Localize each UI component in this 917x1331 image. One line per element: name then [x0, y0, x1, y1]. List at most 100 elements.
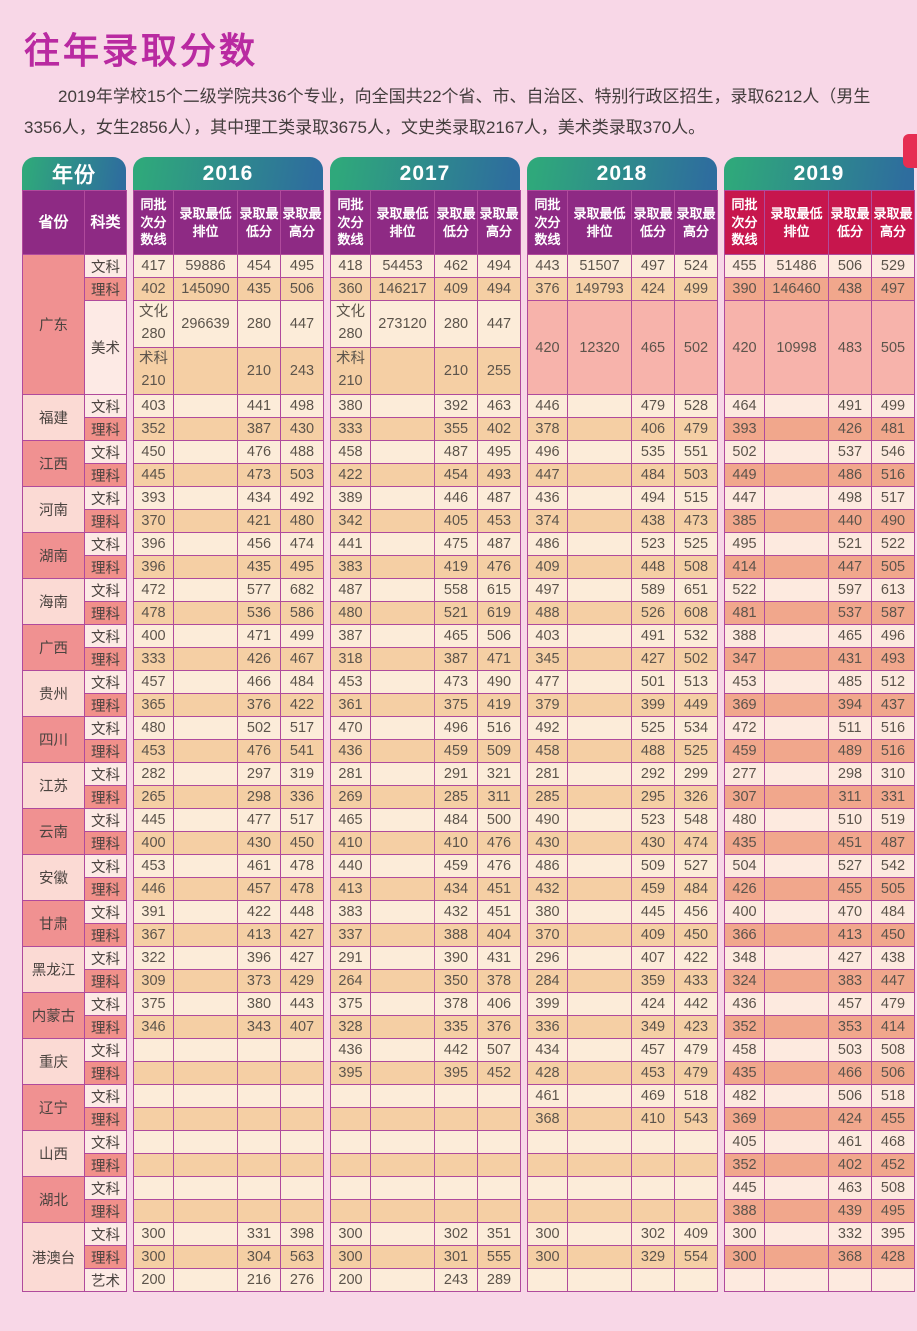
score-cell: 395: [434, 1061, 478, 1086]
score-cell: [173, 417, 238, 442]
score-cell: [477, 1176, 521, 1201]
score-cell: 496: [527, 440, 568, 465]
score-cell: 513: [674, 670, 718, 695]
score-cell: 500: [477, 808, 521, 833]
score-cell: 456: [237, 532, 281, 557]
score-cell: 379: [527, 693, 568, 718]
table-row: 383 419 476: [330, 555, 521, 580]
score-cell: 503: [280, 463, 324, 488]
score-cell: 300: [133, 1222, 174, 1247]
category-cell: 文科: [84, 1130, 127, 1155]
label-row: 理科: [23, 417, 127, 442]
score-cell: 299: [674, 762, 718, 787]
score-cell: 400: [133, 624, 174, 649]
score-cell: 434: [434, 877, 478, 902]
score-cell: [173, 923, 238, 948]
province-cell: 海南: [22, 578, 85, 626]
table-row: 277 298 310: [724, 762, 915, 787]
category-cell: 文科: [84, 1222, 127, 1247]
table-row: 403 441 498: [133, 394, 324, 419]
category-cell: 文科: [84, 440, 127, 465]
score-cell: [631, 1176, 675, 1201]
table-row: 文化 280 296639 280 447: [133, 300, 324, 349]
table-row: 282 297 319: [133, 762, 324, 787]
score-cell: 432: [434, 900, 478, 925]
score-cell: 430: [280, 417, 324, 442]
score-cell: 295: [631, 785, 675, 810]
score-cell: [173, 440, 238, 465]
score-cell: [173, 1199, 238, 1224]
score-cell: [674, 1176, 718, 1201]
year-block-2017: 2017 同批次分数线 录取最低排位 录取最低分 录取最高分 418 54453 462 4…: [330, 157, 521, 1293]
table-row: 453 473 490: [330, 670, 521, 695]
score-cell: 453: [724, 670, 765, 695]
score-cell: 497: [527, 578, 568, 603]
table-row: 453 485 512: [724, 670, 915, 695]
label-row: 理科: [23, 923, 127, 948]
score-cell: 517: [280, 716, 324, 741]
score-cell: 文化 280: [330, 300, 371, 349]
table-row: 365 376 422: [133, 693, 324, 718]
year-corner-tab: 年份: [22, 157, 126, 191]
score-cell: [370, 762, 435, 787]
score-cell: 281: [330, 762, 371, 787]
score-cell: [330, 1153, 371, 1178]
score-cell: 495: [280, 555, 324, 580]
score-cell: 490: [477, 670, 521, 695]
score-cell: 427: [280, 946, 324, 971]
score-cell: [173, 624, 238, 649]
score-cell: 304: [237, 1245, 281, 1270]
score-cell: 402: [477, 417, 521, 442]
score-cell: 495: [871, 1199, 915, 1224]
score-cell: [370, 808, 435, 833]
score-cell: 480: [280, 509, 324, 534]
score-cell: 434: [237, 486, 281, 511]
score-cell: 296: [527, 946, 568, 971]
table-row: 486 523 525: [527, 532, 718, 557]
score-cell: 289: [477, 1268, 521, 1293]
score-cell: 439: [828, 1199, 872, 1224]
score-cell: 505: [871, 877, 915, 902]
score-cell: 535: [631, 440, 675, 465]
score-cell: [764, 463, 829, 488]
page-edge-red-tab: [903, 134, 917, 168]
table-row: 300 301 555: [330, 1245, 521, 1270]
score-cell: 457: [133, 670, 174, 695]
year-tab-2017: 2017: [330, 157, 520, 191]
category-cell: 理科: [84, 601, 127, 626]
table-row: 400 430 450: [133, 831, 324, 856]
table-row: 200 243 289: [330, 1268, 521, 1293]
score-cell: [280, 1084, 324, 1109]
table-row: 393 434 492: [133, 486, 324, 511]
score-cell: 453: [631, 1061, 675, 1086]
score-cell: [764, 1084, 829, 1109]
score-cell: 608: [674, 601, 718, 626]
score-cell: 417: [133, 254, 174, 279]
score-cell: 463: [828, 1176, 872, 1201]
score-cell: 502: [674, 647, 718, 672]
score-cell: [370, 1222, 435, 1247]
table-row: 309 373 429: [133, 969, 324, 994]
score-cell: [567, 1015, 632, 1040]
score-cell: [173, 509, 238, 534]
score-cell: 418: [330, 254, 371, 279]
category-cell: 文科: [84, 808, 127, 833]
scores-body-2016: 417 59886 454 495 402 145090 435 506 文化 280 296639…: [133, 254, 324, 1293]
table-row: 388 465 496: [724, 624, 915, 649]
province-cell: 湖南: [22, 532, 85, 580]
score-cell: [477, 1107, 521, 1132]
score-cell: [631, 1153, 675, 1178]
score-cell: 461: [828, 1130, 872, 1155]
score-cell: [330, 1130, 371, 1155]
table-row: 387 465 506: [330, 624, 521, 649]
score-cell: 300: [527, 1222, 568, 1247]
table-row: 488 526 608: [527, 601, 718, 626]
score-cell: [567, 486, 632, 511]
score-cell: 445: [724, 1176, 765, 1201]
score-cell: 523: [631, 532, 675, 557]
score-cell: 506: [828, 1084, 872, 1109]
score-cell: 519: [871, 808, 915, 833]
score-cell: 321: [477, 762, 521, 787]
score-cell: [567, 808, 632, 833]
table-row: 300 302 351: [330, 1222, 521, 1247]
